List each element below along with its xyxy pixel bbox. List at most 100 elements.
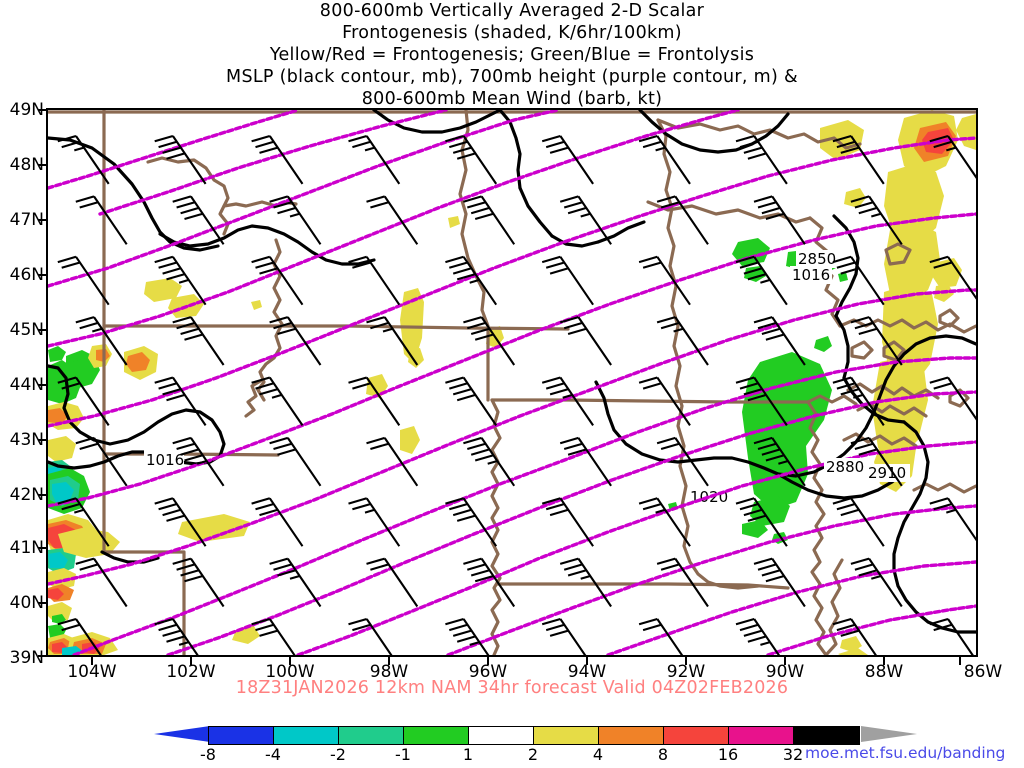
wind-barb	[656, 195, 709, 245]
title-line-1: 800-600mb Vertically Averaged 2-D Scalar	[319, 1, 705, 21]
wind-barb	[445, 617, 490, 655]
wind-barb	[832, 617, 877, 655]
wind-barb	[366, 436, 419, 487]
wind-barb	[735, 376, 788, 426]
wind-barb	[541, 376, 594, 426]
height-label-2880: 2880	[826, 458, 864, 476]
wind-barb	[541, 617, 587, 655]
wind-barb	[251, 134, 304, 185]
chart-title-block: 800-600mb Vertically Averaged 2-D Scalar…	[0, 0, 1024, 110]
wind-barb	[57, 617, 102, 655]
wind-barb	[656, 557, 709, 608]
wind-barb	[929, 255, 976, 300]
wind-barb	[445, 497, 498, 547]
wind-barb	[850, 195, 903, 245]
wind-barb	[154, 255, 207, 306]
height-label-2850: 2850	[798, 250, 836, 268]
wind-barb	[75, 557, 128, 608]
wind-barb	[541, 255, 594, 306]
wind-barb	[154, 134, 207, 185]
x-tick-100W: 100W	[265, 662, 315, 682]
colorbar-cell-0	[209, 727, 274, 744]
wind-barb	[832, 134, 885, 185]
x-tick-88W: 88W	[864, 662, 904, 682]
y-tick-mark	[38, 494, 47, 496]
colorbar-cell-2	[339, 727, 404, 744]
wind-barb	[154, 497, 207, 547]
colorbar-tick-32: 32	[782, 745, 804, 764]
x-tick-94W: 94W	[567, 662, 607, 682]
wind-barb	[75, 316, 128, 366]
x-tick-92W: 92W	[666, 662, 706, 682]
y-tick-43N: 43N	[9, 430, 44, 450]
wind-barb	[850, 557, 903, 608]
wind-barb	[269, 195, 322, 245]
wind-barb	[172, 557, 225, 608]
wind-barb	[75, 436, 128, 487]
height-label-2910-text: 2910	[868, 464, 906, 482]
wind-barb	[832, 497, 885, 547]
colorbar-cell-1	[274, 727, 339, 744]
colorbar-cell-8	[729, 727, 794, 744]
wind-barb	[929, 497, 976, 542]
wind-barb	[463, 316, 516, 366]
colorbar-tick-2: 2	[527, 745, 539, 764]
colorbar-swatches	[208, 726, 860, 745]
x-tick-mark	[190, 657, 192, 665]
height-labels: 2850 2880 x 2910	[796, 250, 910, 482]
wind-barb	[57, 376, 110, 426]
x-tick-96W: 96W	[468, 662, 508, 682]
x-tick-102W: 102W	[166, 662, 216, 682]
wind-barb	[541, 134, 594, 185]
y-tick-mark	[38, 384, 47, 386]
colorbar-tick-16: 16	[717, 745, 739, 764]
wind-barb	[445, 376, 498, 426]
wind-barb	[57, 255, 110, 306]
mslp-label-1016-east: 1016	[792, 266, 830, 284]
wind-barb	[638, 134, 691, 185]
wind-barb	[753, 195, 806, 245]
x-tick-mark	[91, 657, 93, 665]
wind-barb	[559, 557, 612, 608]
wind-barb	[735, 255, 788, 306]
credit-url[interactable]: moe.met.fsu.edu/banding	[805, 744, 1006, 762]
wind-barb	[154, 376, 207, 426]
y-tick-mark	[38, 655, 47, 657]
colorbar: -8 -4 -2 -1 1 2 4 8 16 32	[154, 726, 917, 766]
wind-barb	[445, 134, 498, 185]
wind-barb	[269, 316, 322, 366]
colorbar-cell-6	[599, 727, 664, 744]
colorbar-cell-5	[534, 727, 599, 744]
wind-barb	[251, 376, 304, 426]
colorbar-tick--2: -2	[330, 745, 346, 764]
mslp-label-1016-west: 1016	[146, 451, 184, 469]
wind-barb	[463, 557, 516, 608]
wind-barb	[463, 195, 516, 245]
wind-barb	[638, 497, 691, 547]
wind-barb	[348, 617, 393, 655]
wind-barb	[929, 134, 976, 179]
y-tick-42N: 42N	[9, 485, 44, 505]
colorbar-tick-4: 4	[592, 745, 604, 764]
colorbar-cell-7	[664, 727, 729, 744]
wind-barb	[366, 557, 419, 608]
wind-barb	[929, 617, 974, 655]
y-tick-mark	[38, 439, 47, 441]
map-plot-area: 1016 1020 1016	[46, 108, 978, 657]
wind-barb	[753, 436, 806, 487]
wind-barb	[57, 497, 110, 547]
wind-barb	[559, 195, 612, 245]
x-tick-90W: 90W	[765, 662, 805, 682]
wind-barb	[445, 255, 498, 306]
colorbar-cell-4	[469, 727, 534, 744]
wind-barb	[832, 376, 885, 426]
wind-barb	[154, 617, 199, 655]
colorbar-tick-8: 8	[657, 745, 669, 764]
wind-barb	[366, 316, 419, 366]
wind-barb	[463, 436, 516, 487]
wind-barb	[172, 195, 225, 245]
y-tick-40N: 40N	[9, 593, 44, 613]
y-tick-mark	[38, 164, 47, 166]
wind-barb	[638, 255, 691, 306]
x-tick-mark	[959, 657, 961, 665]
